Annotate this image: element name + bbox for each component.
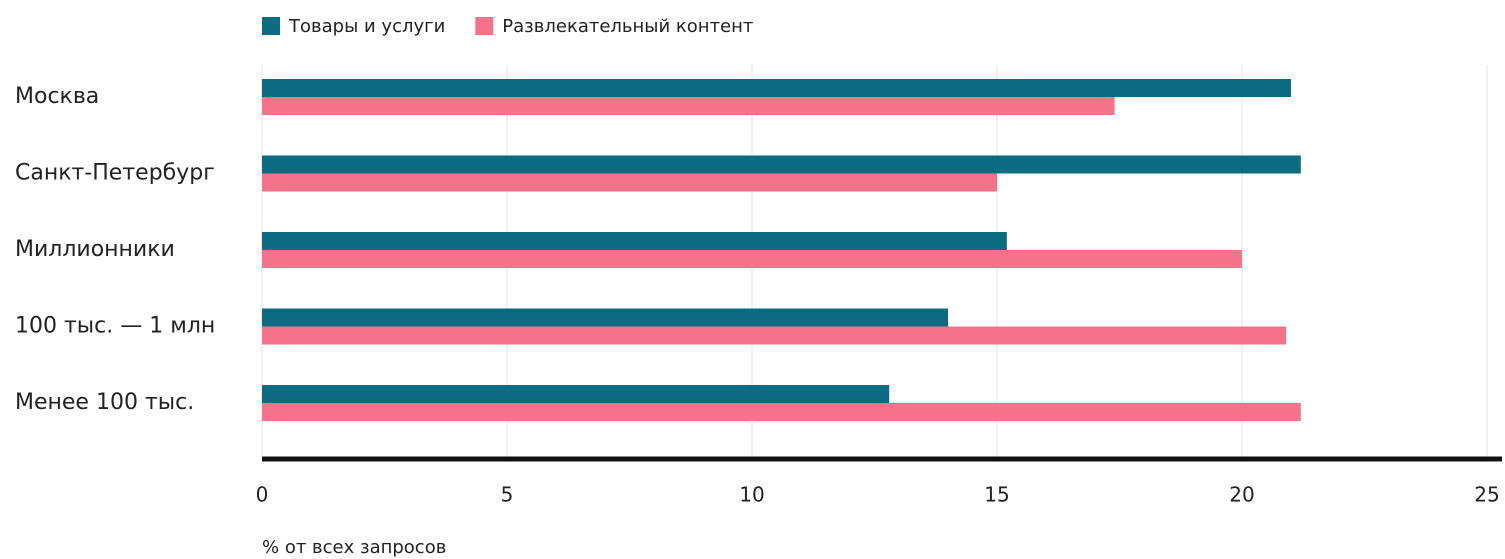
legend-label: Развлекательный контент [502,16,753,37]
y-tick-label: Москва [15,84,99,109]
bar [262,155,1301,174]
bar [262,232,1007,250]
bar [262,173,997,192]
y-tick-label: Миллионники [15,237,175,262]
x-tick-label: 10 [739,483,764,507]
x-tick-label: 5 [501,483,514,507]
bar [262,326,1287,345]
legend-swatch [475,17,494,35]
bar [262,308,948,327]
bar [262,403,1301,421]
y-tick-label: Менее 100 тыс. [15,390,194,415]
x-axis-label: % от всех запросов [262,537,446,558]
x-tick-label: 15 [984,483,1009,507]
y-tick-label: Санкт-Петербург [15,161,215,186]
bar [262,97,1115,115]
x-tick-label: 20 [1229,483,1254,507]
bar [262,250,1242,268]
legend-swatch [262,17,280,35]
bar [262,385,890,403]
y-tick-label: 100 тыс. — 1 млн [15,314,215,339]
bar [262,79,1291,97]
legend-label: Товары и услуги [288,16,445,37]
x-tick-label: 25 [1474,483,1499,507]
x-tick-label: 0 [256,483,269,507]
